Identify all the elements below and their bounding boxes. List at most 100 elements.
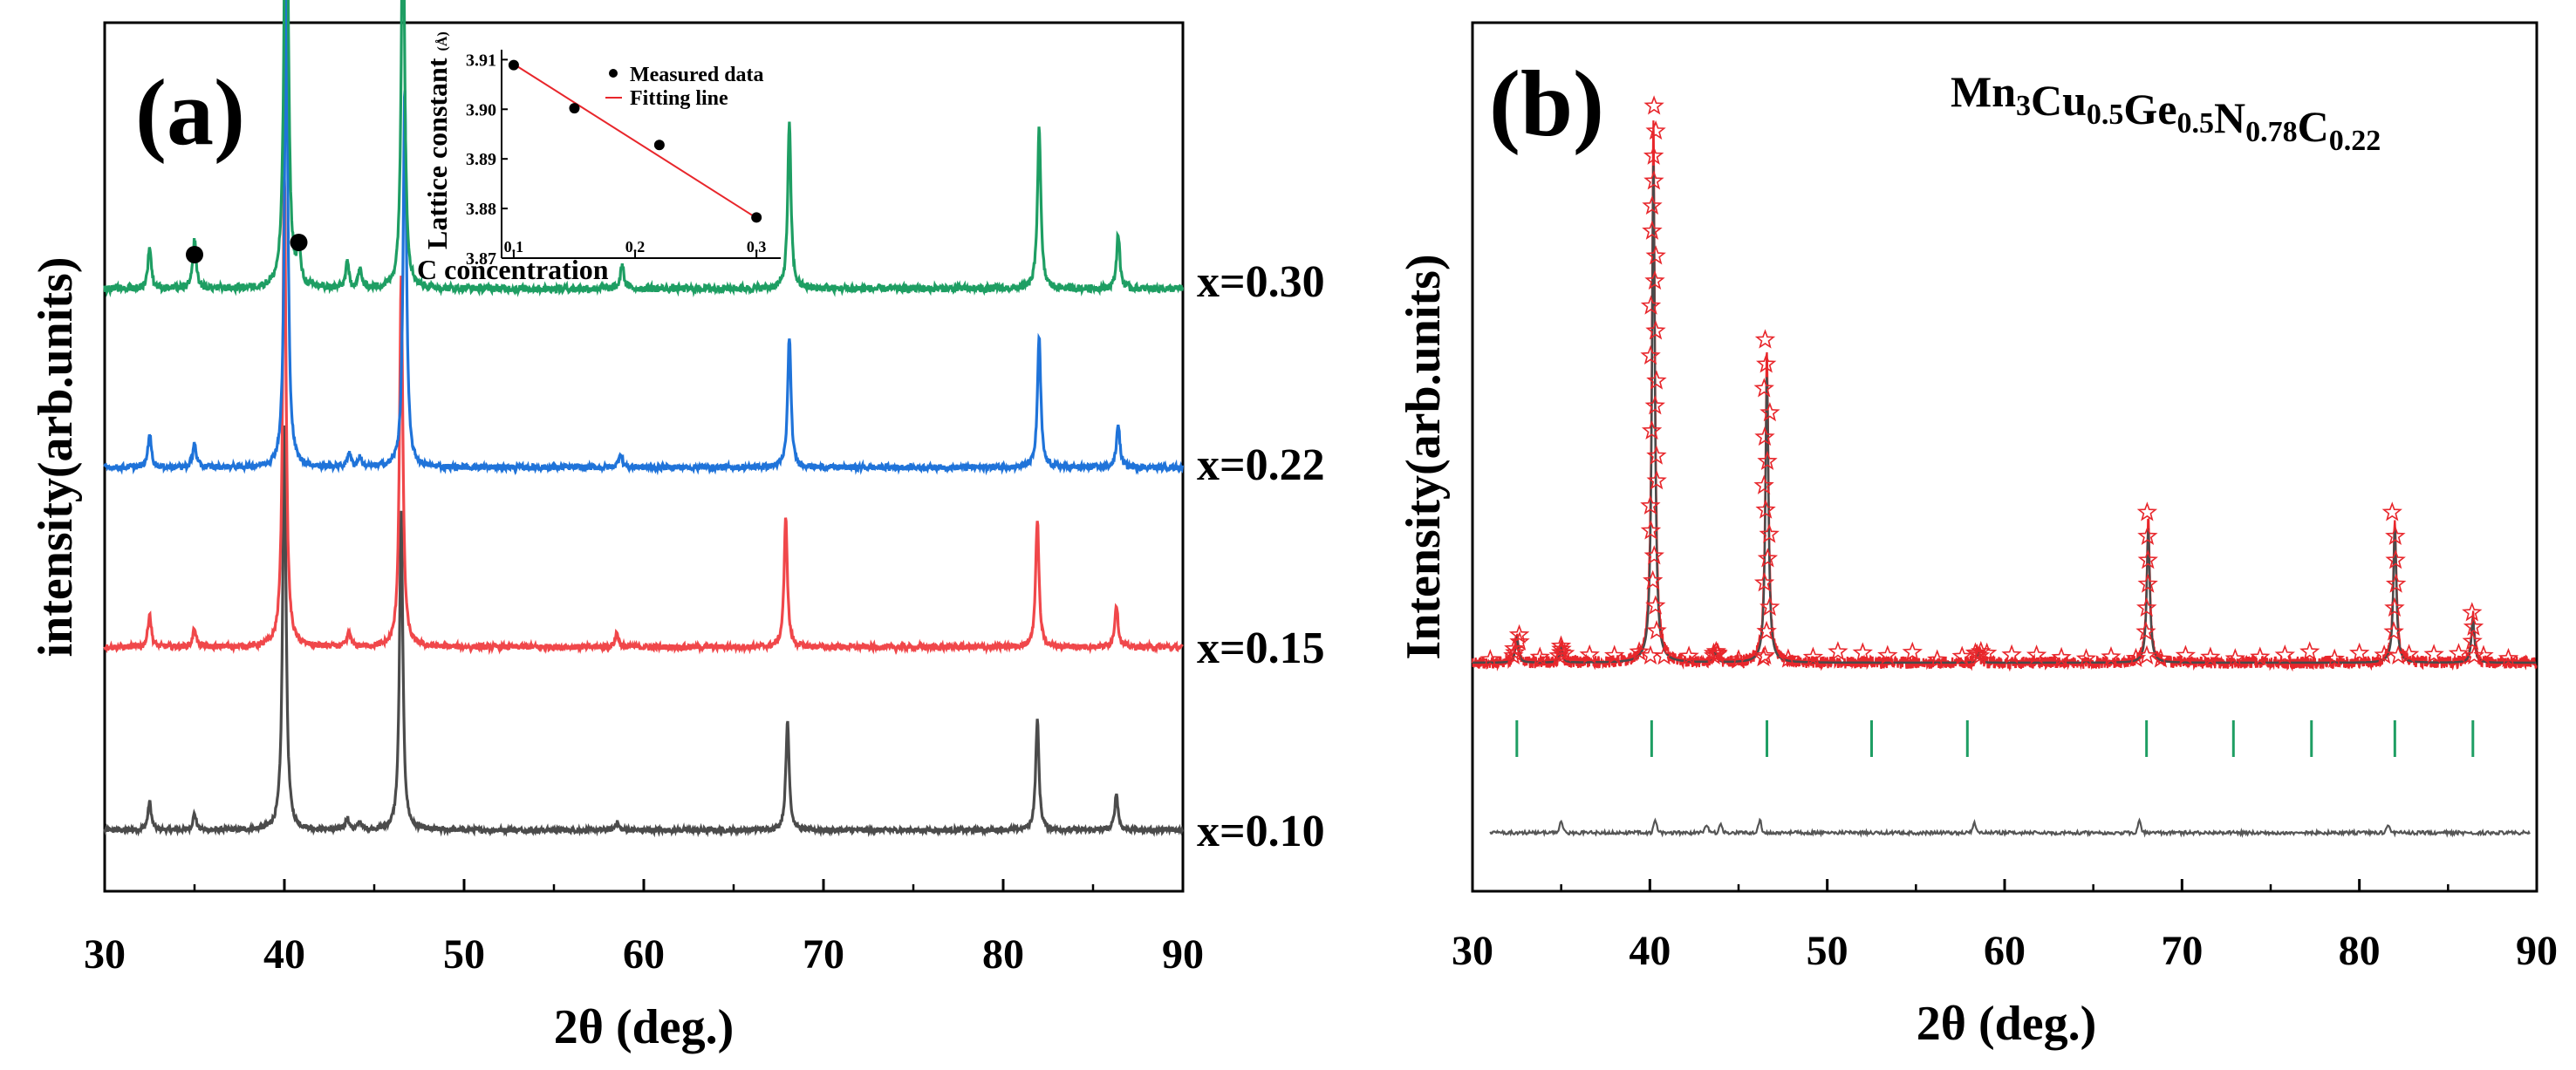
observed-star <box>1643 145 1664 165</box>
observed-star <box>2349 642 2370 663</box>
observed-star <box>2175 644 2197 664</box>
observed-star <box>2136 501 2158 521</box>
formula-subscript: 0.22 <box>2329 125 2381 157</box>
observed-star <box>2385 573 2407 593</box>
panel-b-chart: 30 40 50 60 70 80 90 (b) 2θ (deg.) Intensity(a… <box>1397 21 2558 1051</box>
inset-ticks: 0.1 0.2 0.3 3.87 3.88 3.89 3.90 3.91 <box>466 51 766 269</box>
observed-star <box>2075 648 2097 668</box>
series-label-x=0.10: x=0.10 <box>1197 807 1325 856</box>
observed-star <box>2381 501 2402 521</box>
x-tick-label: 30 <box>84 931 126 978</box>
observed-star <box>1977 642 1998 662</box>
inset-data-point <box>751 212 762 223</box>
inset-y-tick-label: 3.87 <box>466 249 496 269</box>
observed-star <box>2462 602 2483 622</box>
observed-star <box>2398 644 2420 664</box>
observed-star <box>2136 596 2157 617</box>
difference-line <box>1489 817 2531 839</box>
observed-star <box>1759 596 1780 617</box>
observed-star <box>2384 596 2405 617</box>
formula-element: Cu <box>2031 76 2087 125</box>
inset-fit-line <box>513 63 757 219</box>
x-tick-label: 40 <box>263 931 305 978</box>
inset-y-axis-label: Lattice constant(Å) <box>421 31 453 249</box>
observed-star <box>1645 120 1666 140</box>
observed-star <box>2299 641 2320 661</box>
panel-b-x-axis-label: 2θ (deg.) <box>1917 997 2097 1051</box>
observed-star <box>1644 395 1665 415</box>
observed-star <box>2200 646 2221 666</box>
observed-star <box>1754 329 1776 349</box>
impurity-marker <box>290 234 308 251</box>
observed-star <box>1550 635 1572 655</box>
series-line-x=0.30 <box>103 0 1184 298</box>
observed-star <box>1753 378 1774 398</box>
observed-star <box>1778 648 1799 668</box>
observed-star <box>2462 630 2483 651</box>
observed-star <box>1646 620 1667 640</box>
observed-star <box>1642 220 1663 240</box>
legend-fit-label: Fitting line <box>630 87 728 110</box>
panel-a-series-group <box>103 0 1184 838</box>
formula-element: C <box>2298 102 2329 151</box>
x-tick-label: 40 <box>1629 928 1671 974</box>
panel-a-impurity-markers <box>186 234 308 263</box>
observed-star <box>1508 624 1530 644</box>
impurity-marker <box>186 246 203 263</box>
observed-star <box>2101 646 2122 666</box>
inset-y-tick-label: 3.88 <box>466 200 496 219</box>
observed-star <box>1753 646 1774 667</box>
x-tick-label: 90 <box>2516 928 2558 974</box>
observed-star <box>1642 194 1663 215</box>
observed-star <box>1646 445 1667 465</box>
observed-star <box>2324 648 2345 668</box>
observed-star <box>1755 499 1776 519</box>
observed-star <box>2473 644 2494 664</box>
inset-x-tick-label: 0.1 <box>504 238 524 256</box>
calculated-line <box>1472 165 2537 664</box>
inset-data-point <box>569 103 580 114</box>
x-tick-label: 30 <box>1452 928 1493 974</box>
formula-subscript: 0.5 <box>2177 107 2215 140</box>
panel-b-difference-curve <box>1489 817 2531 839</box>
panel-b-y-axis-label: Intensity(arb.units) <box>1397 254 1451 659</box>
series-label-x=0.15: x=0.15 <box>1197 624 1325 673</box>
observed-star <box>2463 616 2484 636</box>
observed-star <box>2224 648 2245 668</box>
observed-star <box>1759 402 1780 422</box>
panel-b-bragg-positions <box>1515 720 2475 757</box>
panel-a-chart: 30 40 50 60 70 80 90 (a) 2θ (deg.) intensity(a… <box>29 0 1325 1054</box>
series-line-x=0.22 <box>103 0 1184 476</box>
formula-element: N <box>2214 93 2245 142</box>
x-tick-label: 60 <box>1984 928 2026 974</box>
observed-star <box>1728 649 1749 669</box>
inset-legend: Measured data Fitting line <box>605 64 764 110</box>
observed-star <box>1579 644 1600 664</box>
inset-x-tick-label: 0.3 <box>747 238 767 256</box>
x-tick-label: 70 <box>803 931 844 978</box>
formula-subscript: 0.78 <box>2245 116 2298 148</box>
observed-star <box>2383 621 2404 641</box>
x-tick-label: 50 <box>443 931 485 978</box>
observed-star <box>1554 643 1575 663</box>
observed-star <box>1645 320 1666 340</box>
observed-star <box>1802 646 1824 666</box>
observed-star <box>1505 642 1526 662</box>
observed-star <box>1643 545 1664 565</box>
observed-star <box>1852 642 1873 662</box>
x-tick-label: 50 <box>1807 928 1848 974</box>
legend-measured-marker <box>609 69 618 78</box>
inset-data-point <box>653 140 665 151</box>
observed-star <box>1640 344 1661 365</box>
observed-star <box>1753 572 1775 592</box>
series-label-x=0.30: x=0.30 <box>1197 257 1325 307</box>
observed-star <box>1653 645 1675 665</box>
observed-star <box>2385 549 2406 569</box>
inset-fitting-line <box>513 63 757 219</box>
inset-y-tick-label: 3.91 <box>466 51 496 70</box>
observed-star <box>1643 569 1664 590</box>
observed-star <box>1756 353 1777 373</box>
observed-star <box>2150 648 2171 668</box>
inset-x-tick-label: 0.2 <box>625 238 646 256</box>
